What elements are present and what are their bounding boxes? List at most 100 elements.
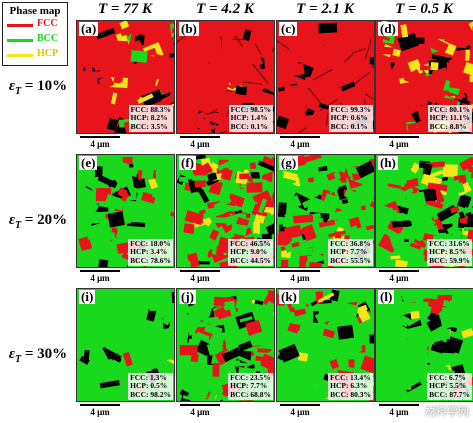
ebsd-panel: (l) FCC: 6.7% HCP: 5.5% BCC: 87.7% 4 μm (375, 288, 473, 422)
phase-fraction-stats: FCC: 88.3% HCP: 8.2% BCC: 3.5% (128, 104, 173, 132)
panel-letter: (a) (79, 21, 99, 36)
phase-map-image: (c) FCC: 99.3% HCP: 0.6% BCC: 0.1% (276, 20, 375, 134)
phase-fraction-line: HCP: 11.1% (429, 113, 470, 122)
phase-fraction-line: HCP: 9.0% (230, 247, 268, 256)
scale-bar-label: 4 μm (290, 407, 310, 417)
column-header-4-2k: T = 4.2 K (196, 1, 254, 17)
phase-fraction-line: HCP: 7.7% (330, 247, 368, 256)
legend-label-fcc: FCC (37, 18, 58, 29)
legend-item-fcc: FCC (3, 18, 67, 32)
legend-swatch-hcp (7, 54, 33, 57)
row-label-10: εT = 10% (8, 78, 68, 97)
scale-bar (80, 136, 120, 138)
phase-fraction-stats: FCC: 13.4% HCP: 6.3% BCC: 80.3% (328, 372, 373, 400)
scale-bar-label: 4 μm (290, 139, 310, 149)
ebsd-panel: (e) FCC: 18.0% HCP: 3.4% BCC: 78.6% 4 μm (76, 154, 175, 288)
row-label-20: εT = 20% (8, 212, 68, 231)
phase-fraction-line: FCC: 99.3% (330, 104, 371, 114)
phase-map-image: (e) FCC: 18.0% HCP: 3.4% BCC: 78.6% (76, 154, 175, 268)
scale-bar (180, 136, 220, 138)
phase-fraction-stats: FCC: 36.8% HCP: 7.7% BCC: 55.5% (328, 238, 373, 266)
phase-map-image: (l) FCC: 6.7% HCP: 5.5% BCC: 87.7% (375, 288, 473, 402)
phase-fraction-line: BCC: 0.1% (330, 121, 368, 131)
phase-map-legend: Phase map FCC BCC HCP (2, 2, 68, 66)
panel-letter: (h) (378, 155, 398, 170)
phase-map-image: (h) FCC: 31.6% HCP: 8.5% BCC: 59.9% (375, 154, 473, 268)
phase-map-image: (i) FCC: 1.3% HCP: 0.5% BCC: 98.2% (76, 288, 175, 402)
phase-fraction-stats: FCC: 80.1% HCP: 11.1% BCC: 8.8% (427, 104, 472, 132)
phase-fraction-stats: FCC: 18.0% HCP: 3.4% BCC: 78.6% (128, 238, 173, 266)
phase-fraction-line: FCC: 23.5% (230, 372, 271, 382)
panel-letter: (i) (79, 289, 96, 304)
panel-letter: (b) (179, 21, 199, 36)
phase-fraction-line: FCC: 36.8% (330, 238, 371, 248)
phase-map-image: (k) FCC: 13.4% HCP: 6.3% BCC: 80.3% (276, 288, 375, 402)
phase-fraction-line: FCC: 80.1% (429, 104, 470, 114)
phase-fraction-line: BCC: 44.5% (230, 255, 271, 265)
legend-swatch-fcc (7, 24, 33, 27)
ebsd-panel: (k) FCC: 13.4% HCP: 6.3% BCC: 80.3% 4 μm (276, 288, 375, 422)
ebsd-panel: (g) FCC: 36.8% HCP: 7.7% BCC: 55.5% 4 μm (276, 154, 375, 288)
column-header-77k: T = 77 K (98, 1, 152, 17)
scale-bar (80, 404, 120, 406)
scale-bar-label: 4 μm (190, 139, 210, 149)
scale-bar-label: 4 μm (290, 273, 310, 283)
scale-bar (379, 136, 419, 138)
ebsd-panel: (j) FCC: 23.5% HCP: 7.7% BCC: 68.8% 4 μm (176, 288, 275, 422)
ebsd-panel: (d) FCC: 80.1% HCP: 11.1% BCC: 8.8% 4 μm (375, 20, 473, 154)
phase-map-image: (b) FCC: 98.5% HCP: 1.4% BCC: 0.1% (176, 20, 275, 134)
panel-letter: (l) (378, 289, 395, 304)
phase-fraction-line: FCC: 46.5% (230, 238, 271, 248)
phase-fraction-line: BCC: 8.8% (429, 121, 467, 131)
legend-title: Phase map (9, 5, 61, 17)
scale-bar (180, 270, 220, 272)
phase-fraction-line: FCC: 13.4% (330, 372, 371, 382)
row-label-30-value: 30% (37, 346, 68, 362)
scale-bar-label: 4 μm (389, 139, 409, 149)
scale-bar-label: 4 μm (190, 273, 210, 283)
watermark: 材料学网 (425, 406, 469, 418)
row-label-20-value: 20% (37, 212, 68, 228)
scale-bar-label: 4 μm (190, 407, 210, 417)
legend-label-bcc: BCC (37, 33, 59, 44)
panel-letter: (f) (179, 155, 196, 170)
scale-bar (280, 270, 320, 272)
panel-letter: (g) (279, 155, 299, 170)
scale-bar (180, 404, 220, 406)
ebsd-panel: (i) FCC: 1.3% HCP: 0.5% BCC: 98.2% 4 μm (76, 288, 175, 422)
row-label-10-value: 10% (37, 78, 68, 94)
scale-bar-label: 4 μm (389, 407, 409, 417)
scale-bar (379, 404, 419, 406)
phase-fraction-line: FCC: 88.3% (130, 104, 171, 114)
phase-fraction-line: BCC: 3.5% (130, 121, 168, 131)
phase-fraction-stats: FCC: 23.5% HCP: 7.7% BCC: 68.8% (228, 372, 273, 400)
phase-fraction-line: BCC: 55.5% (330, 255, 371, 265)
phase-fraction-line: FCC: 18.0% (130, 238, 171, 248)
phase-fraction-line: HCP: 6.3% (330, 381, 368, 390)
phase-fraction-stats: FCC: 1.3% HCP: 0.5% BCC: 98.2% (128, 372, 173, 400)
phase-fraction-line: BCC: 98.2% (130, 389, 171, 399)
column-header-2-1k: T = 2.1 K (296, 1, 354, 17)
phase-fraction-line: HCP: 8.5% (429, 247, 467, 256)
scale-bar (379, 270, 419, 272)
phase-fraction-line: BCC: 68.8% (230, 389, 271, 399)
panel-letter: (d) (378, 21, 398, 36)
ebsd-panel: (a) FCC: 88.3% HCP: 8.2% BCC: 3.5% 4 μm (76, 20, 175, 154)
phase-fraction-line: HCP: 8.2% (130, 113, 168, 122)
phase-fraction-line: BCC: 0.1% (230, 121, 268, 131)
phase-fraction-line: BCC: 78.6% (130, 255, 171, 265)
scale-bar (280, 136, 320, 138)
legend-swatch-bcc (7, 39, 33, 42)
phase-fraction-stats: FCC: 46.5% HCP: 9.0% BCC: 44.5% (228, 238, 273, 266)
phase-fraction-line: FCC: 6.7% (429, 372, 466, 382)
phase-fraction-line: FCC: 1.3% (130, 372, 167, 382)
phase-fraction-line: FCC: 31.6% (429, 238, 470, 248)
ebsd-panel: (f) FCC: 46.5% HCP: 9.0% BCC: 44.5% 4 μm (176, 154, 275, 288)
phase-fraction-line: HCP: 1.4% (230, 113, 268, 122)
legend-item-hcp: HCP (3, 48, 67, 62)
phase-fraction-line: BCC: 59.9% (429, 255, 470, 265)
phase-fraction-line: HCP: 0.5% (130, 381, 168, 390)
ebsd-panel: (h) FCC: 31.6% HCP: 8.5% BCC: 59.9% 4 μm (375, 154, 473, 288)
phase-map-image: (a) FCC: 88.3% HCP: 8.2% BCC: 3.5% (76, 20, 175, 134)
scale-bar-label: 4 μm (90, 139, 110, 149)
